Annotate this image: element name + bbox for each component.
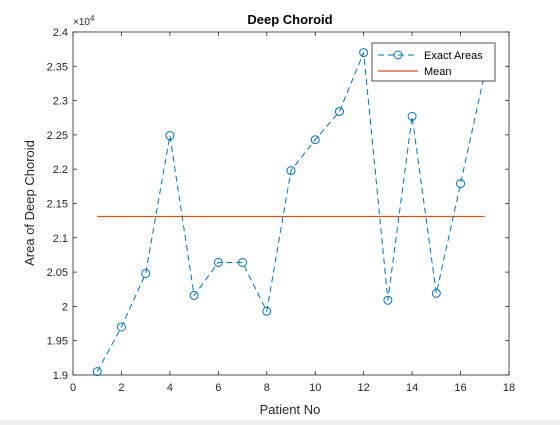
exact-areas-point	[92, 367, 102, 377]
x-tick-label: 2	[118, 382, 124, 394]
x-tick-label: 10	[309, 382, 321, 394]
y-tick-label: 2.1	[53, 233, 68, 245]
y-tick-label: 2.4	[53, 27, 68, 39]
exact-areas-point	[189, 290, 199, 300]
exact-areas-point	[456, 179, 466, 189]
exact-areas-point	[262, 306, 272, 316]
x-axis-label: Patient No	[260, 402, 321, 417]
legend-exact-marker	[393, 50, 403, 60]
legend-exact-label: Exact Areas	[424, 50, 483, 62]
exact-areas-point	[141, 268, 151, 278]
x-tick-label: 14	[406, 382, 418, 394]
y-tick-label: 2.3	[53, 96, 68, 108]
legend: Exact Areas Mean	[371, 42, 496, 82]
exact-areas-point	[383, 295, 393, 305]
exact-areas-point	[310, 135, 320, 145]
exact-areas-point	[165, 131, 175, 141]
y-tick-label: 2.05	[47, 267, 68, 279]
legend-mean-label: Mean	[424, 66, 452, 78]
exact-areas-point	[238, 257, 248, 267]
y-tick-label: 2	[62, 301, 68, 313]
y-tick-label: 2.25	[47, 130, 68, 142]
axes-box	[72, 31, 510, 376]
y-exponent-base: ×10	[73, 17, 90, 28]
exact-areas-point	[431, 288, 441, 298]
exact-areas-point	[334, 107, 344, 117]
legend-box	[371, 42, 496, 82]
y-tick-label: 2.15	[47, 199, 68, 211]
x-tick-label: 12	[358, 382, 370, 394]
exact-areas-point	[213, 257, 223, 267]
axis-ticks: 0 2 4 6 8 10 12 14 16 18 1.9 1.95 2 2.05 2.1 2.15 2.2 2.2…	[47, 27, 516, 394]
exact-areas-point	[116, 322, 126, 332]
x-tick-label: 16	[454, 382, 466, 394]
x-tick-label: 0	[70, 382, 76, 394]
exact-areas-series	[92, 48, 490, 377]
exact-areas-point	[359, 48, 369, 58]
chart-title: Deep Choroid	[247, 12, 332, 27]
y-tick-label: 2.2	[53, 164, 68, 176]
x-tick-label: 18	[503, 382, 515, 394]
x-tick-label: 6	[215, 382, 221, 394]
exact-areas-line	[96, 52, 486, 372]
y-axis-label: Area of Deep Choroid	[22, 140, 37, 266]
x-tick-label: 4	[167, 382, 173, 394]
y-exponent-power: 4	[90, 14, 95, 23]
y-tick-label: 1.95	[47, 336, 68, 348]
y-tick-label: 1.9	[53, 370, 68, 382]
y-tick-label: 2.35	[47, 61, 68, 73]
axes-frame	[72, 31, 510, 376]
exact-areas-point	[407, 111, 417, 121]
x-tick-label: 8	[264, 382, 270, 394]
y-axis-exponent: ×104	[73, 14, 95, 28]
exact-areas-point	[286, 166, 296, 176]
